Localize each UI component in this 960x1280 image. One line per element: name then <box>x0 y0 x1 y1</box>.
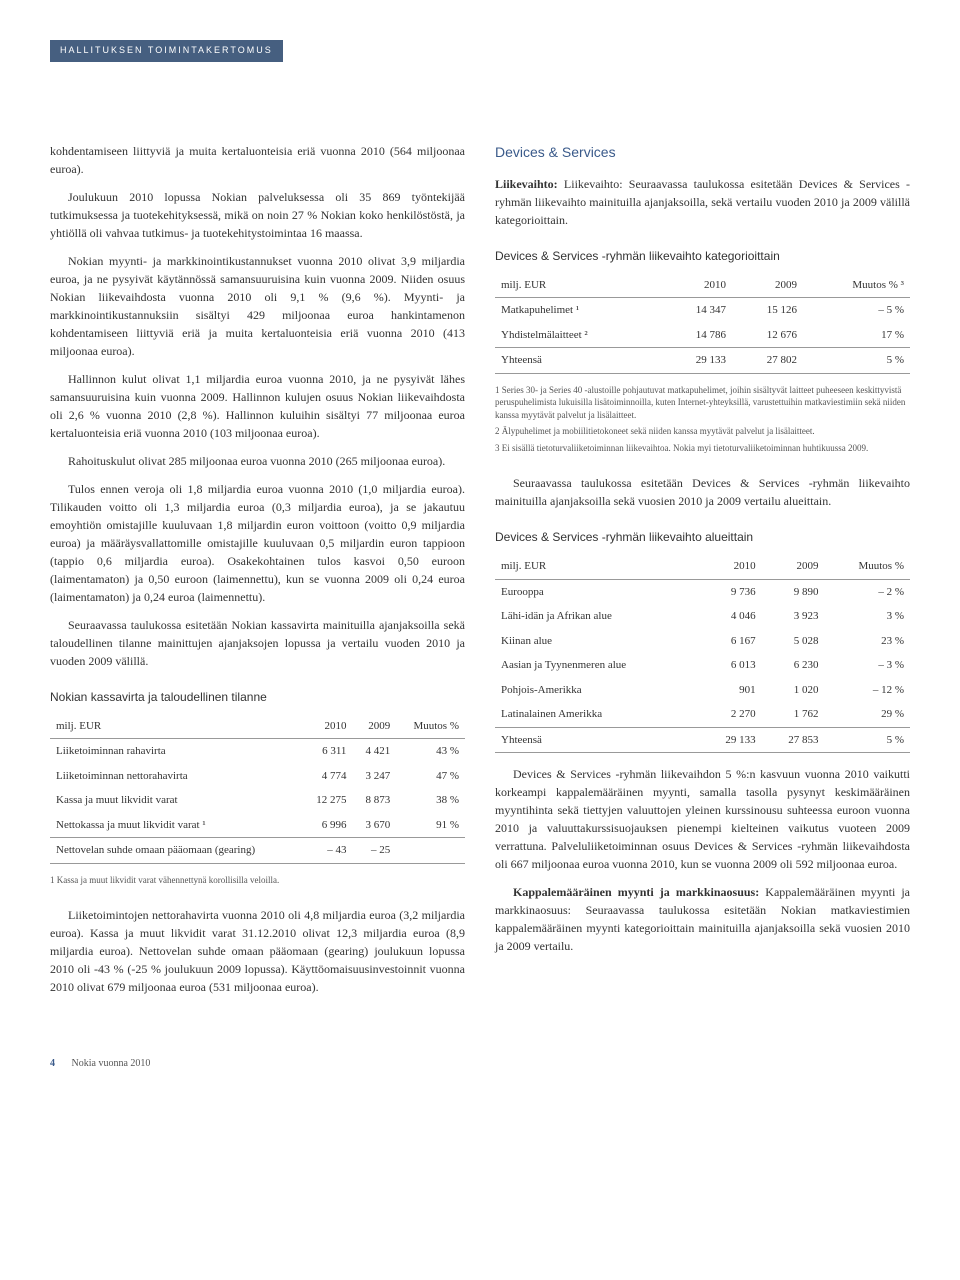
table-title: Devices & Services -ryhmän liikevaihto k… <box>495 247 910 265</box>
table-row: Eurooppa9 7369 890– 2 % <box>495 579 910 604</box>
section-title: Devices & Services <box>495 142 910 163</box>
revenue-category-table: milj. EUR 2010 2009 Muutos % ³ Matkapuhe… <box>495 273 910 374</box>
table-row: Latinalainen Amerikka2 2701 76229 % <box>495 702 910 727</box>
table-footnotes: 1 Series 30- ja Series 40 -alustoille po… <box>495 384 910 455</box>
left-column: kohdentamiseen liittyviä ja muita kertal… <box>50 142 465 1007</box>
col-header: 2009 <box>732 273 803 298</box>
body-text: Seuraavassa taulukossa esitetään Nokian … <box>50 616 465 670</box>
body-text: Devices & Services -ryhmän liikevaihdon … <box>495 765 910 873</box>
right-column: Devices & Services Liikevaihto: Liikevai… <box>495 142 910 1007</box>
table-row: Yhteensä29 13327 8535 % <box>495 727 910 753</box>
page-number: 4 <box>50 1058 55 1069</box>
body-text: Liikevaihto: Liikevaihto: Seuraavassa ta… <box>495 175 910 229</box>
table-footnotes: 1 Kassa ja muut likvidit varat vähennett… <box>50 874 465 887</box>
table-row: Liiketoiminnan nettorahavirta4 7743 2474… <box>50 764 465 789</box>
body-text: Joulukuun 2010 lopussa Nokian palvelukse… <box>50 188 465 242</box>
table-row: Yhdistelmälaitteet ²14 78612 67617 % <box>495 323 910 348</box>
table-row: Aasian ja Tyynenmeren alue6 0136 230– 3 … <box>495 653 910 678</box>
body-text: Seuraavassa taulukossa esitetään Devices… <box>495 474 910 510</box>
col-header: 2010 <box>302 714 352 739</box>
table-row: Liiketoiminnan rahavirta6 3114 42143 % <box>50 739 465 764</box>
body-text: Nokian myynti- ja markkinointikustannuks… <box>50 252 465 360</box>
table-row: Matkapuhelimet ¹14 34715 126– 5 % <box>495 298 910 323</box>
body-text: Hallinnon kulut olivat 1,1 miljardia eur… <box>50 370 465 442</box>
body-text: Liiketoimintojen nettorahavirta vuonna 2… <box>50 906 465 996</box>
col-header: Muutos % <box>824 554 910 579</box>
table-row: Yhteensä29 13327 8025 % <box>495 348 910 374</box>
col-header: 2010 <box>699 554 762 579</box>
table-title: Nokian kassavirta ja taloudellinen tilan… <box>50 688 465 706</box>
col-header: 2009 <box>352 714 396 739</box>
content-columns: kohdentamiseen liittyviä ja muita kertal… <box>50 142 910 1007</box>
body-text: Tulos ennen veroja oli 1,8 miljardia eur… <box>50 480 465 606</box>
table-row: Lähi-idän ja Afrikan alue4 0463 9233 % <box>495 604 910 629</box>
table-title: Devices & Services -ryhmän liikevaihto a… <box>495 528 910 546</box>
col-header: milj. EUR <box>50 714 302 739</box>
body-text: Rahoituskulut olivat 285 miljoonaa euroa… <box>50 452 465 470</box>
body-text: Kappalemääräinen myynti ja markkinaosuus… <box>495 883 910 955</box>
col-header: milj. EUR <box>495 554 699 579</box>
cashflow-table: milj. EUR 2010 2009 Muutos % Liiketoimin… <box>50 714 465 864</box>
col-header: 2010 <box>661 273 732 298</box>
page-footer: 4 Nokia vuonna 2010 <box>50 1056 910 1071</box>
footnote: 1 Kassa ja muut likvidit varat vähennett… <box>50 874 465 887</box>
footer-text: Nokia vuonna 2010 <box>72 1058 151 1069</box>
body-text: kohdentamiseen liittyviä ja muita kertal… <box>50 142 465 178</box>
table-row: Pohjois-Amerikka9011 020– 12 % <box>495 678 910 703</box>
col-header: Muutos % <box>396 714 465 739</box>
footnote: 2 Älypuhelimet ja mobiilitietokoneet sek… <box>495 425 910 438</box>
header-bar: HALLITUKSEN TOIMINTAKERTOMUS <box>50 40 283 62</box>
footnote: 3 Ei sisällä tietoturvaliiketoiminnan li… <box>495 442 910 455</box>
footnote: 1 Series 30- ja Series 40 -alustoille po… <box>495 384 910 422</box>
table-row: Nettovelan suhde omaan pääomaan (gearing… <box>50 838 465 864</box>
table-row: Kassa ja muut likvidit varat12 2758 8733… <box>50 788 465 813</box>
col-header: 2009 <box>762 554 825 579</box>
revenue-region-table: milj. EUR 2010 2009 Muutos % Eurooppa9 7… <box>495 554 910 753</box>
table-row: Nettokassa ja muut likvidit varat ¹6 996… <box>50 813 465 838</box>
col-header: milj. EUR <box>495 273 661 298</box>
table-row: Kiinan alue6 1675 02823 % <box>495 629 910 654</box>
col-header: Muutos % ³ <box>803 273 910 298</box>
